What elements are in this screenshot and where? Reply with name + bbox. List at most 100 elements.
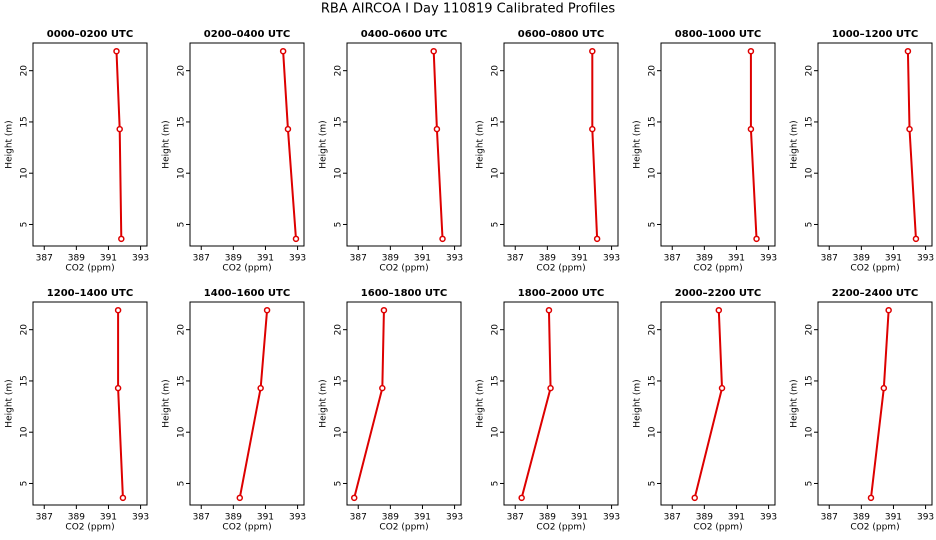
plot-box [817,42,933,247]
panel-title: 2000–2200 UTC [675,288,761,299]
y-tick-label: 20 [805,65,815,77]
y-tick-label: 20 [334,65,344,77]
profile-point [236,494,244,502]
y-axis-label: Height (m) [790,379,800,427]
x-tick-label: 389 [539,254,556,264]
x-tick-label: 389 [225,513,242,523]
x-tick-label: 391 [100,254,117,264]
y-tick-label: 20 [334,324,344,336]
x-tick-label: 391 [257,513,274,523]
y-tick-label: 5 [805,481,815,487]
y-tick-label: 15 [20,375,30,386]
x-tick-label: 393 [289,513,306,523]
x-tick-label: 389 [696,513,713,523]
x-tick-label: 393 [289,254,306,264]
profile-point [263,306,271,314]
profile-point [753,235,760,243]
y-tick-label: 5 [648,481,658,487]
x-axis-label: CO2 (ppm) [693,264,742,274]
y-axis-label: Height (m) [633,379,643,427]
y-tick-label: 5 [20,222,30,228]
y-tick-label: 5 [177,481,187,487]
panel-title: 0600–0800 UTC [518,29,604,40]
y-tick-label: 10 [648,167,658,179]
x-tick-label: 391 [571,254,588,264]
y-tick-label: 10 [334,167,344,179]
y-tick-label: 20 [805,324,815,336]
x-tick-label: 391 [257,254,274,264]
plot-box [660,42,776,247]
x-tick-label: 393 [132,254,149,264]
profile-line [115,51,123,239]
y-tick-label: 15 [648,116,658,127]
x-axis-label: CO2 (ppm) [693,523,742,533]
panel-title: 1000–1200 UTC [832,29,918,40]
profile-point [518,494,525,502]
profile-point [430,47,437,55]
y-tick-label: 5 [491,222,501,228]
profile-point [904,47,912,55]
plot-box [503,42,619,247]
x-tick-label: 391 [885,513,902,523]
profile-line [238,310,269,499]
x-tick-label: 391 [571,513,588,523]
plot-box [503,301,619,506]
y-axis-label: Height (m) [633,120,643,168]
x-axis-label: CO2 (ppm) [536,523,585,533]
profile-line [432,51,444,239]
y-tick-label: 20 [20,65,30,77]
y-tick-label: 15 [805,375,815,386]
profile-point [119,494,127,502]
x-tick-label: 389 [68,254,85,264]
profile-point [718,384,726,392]
profile-point [867,494,875,502]
x-tick-label: 389 [382,513,399,523]
y-axis-label: Height (m) [790,120,800,168]
y-tick-label: 5 [805,222,815,228]
plot-box [189,301,305,506]
x-tick-label: 391 [414,513,431,523]
x-tick-label: 393 [446,513,463,523]
panel-title: 1600–1800 UTC [361,288,447,299]
y-tick-label: 5 [648,222,658,228]
y-axis-label: Height (m) [319,379,329,427]
x-tick-label: 387 [507,254,524,264]
x-tick-label: 389 [696,254,713,264]
profile-point [439,235,446,243]
plot-box [346,301,462,506]
profile-point [547,384,554,392]
profile-point [589,47,596,55]
y-tick-label: 10 [491,167,501,179]
x-tick-label: 389 [853,513,870,523]
x-tick-label: 393 [603,513,620,523]
x-axis-label: CO2 (ppm) [222,264,271,274]
y-axis-label: Height (m) [476,120,486,168]
y-tick-label: 5 [20,481,30,487]
profile-line [520,310,552,499]
y-tick-label: 15 [648,375,658,386]
y-tick-label: 10 [177,426,187,438]
x-tick-label: 387 [507,513,524,523]
profile-point [715,306,723,314]
x-tick-label: 391 [728,513,745,523]
profile-point [691,494,698,502]
main-title: RBA AIRCOA I Day 110819 Calibrated Profi… [321,2,615,17]
x-tick-label: 391 [885,254,902,264]
x-tick-label: 393 [603,254,620,264]
panel-title: 0200–0400 UTC [204,29,290,40]
profile-point [880,384,888,392]
x-tick-label: 387 [36,513,53,523]
x-tick-label: 391 [414,254,431,264]
y-tick-label: 10 [805,167,815,179]
profile-point [379,384,386,392]
panel-title: 0800–1000 UTC [675,29,761,40]
x-tick-label: 387 [664,513,681,523]
profile-line [353,310,385,499]
y-axis-label: Height (m) [5,379,15,427]
panel-title: 1200–1400 UTC [47,288,133,299]
x-tick-label: 389 [68,513,85,523]
y-tick-label: 20 [648,324,658,336]
x-tick-label: 393 [446,254,463,264]
x-axis-label: CO2 (ppm) [850,264,899,274]
